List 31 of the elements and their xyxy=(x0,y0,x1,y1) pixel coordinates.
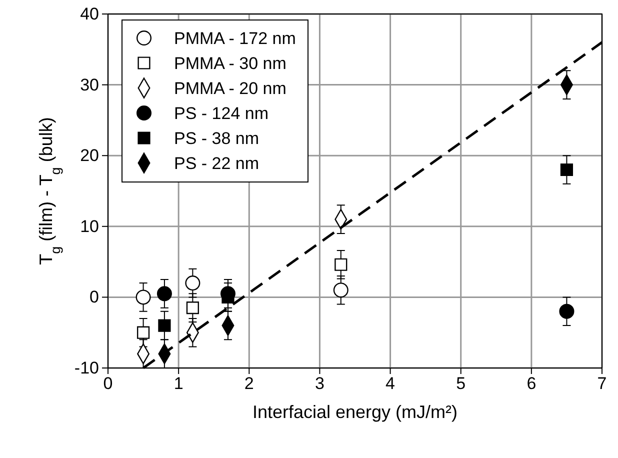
y-tick-label: 0 xyxy=(90,288,99,307)
x-axis-title: Interfacial energy (mJ/m²) xyxy=(252,402,458,422)
point xyxy=(185,276,200,291)
point xyxy=(186,302,199,314)
y-tick-label: 40 xyxy=(80,4,99,24)
x-tick-label: 3 xyxy=(314,374,324,394)
point xyxy=(158,319,171,332)
point xyxy=(333,282,348,298)
point xyxy=(136,290,151,305)
legend-label: PMMA - 30 nm xyxy=(174,54,286,73)
y-tick-label: 30 xyxy=(80,75,99,94)
x-tick-label: 0 xyxy=(103,374,113,394)
point xyxy=(559,304,574,319)
x-tick-label: 2 xyxy=(244,374,254,394)
x-tick-label: 1 xyxy=(174,374,184,394)
x-tick-label: 5 xyxy=(456,374,466,394)
y-tick-label: 10 xyxy=(80,216,99,236)
x-tick-label: 6 xyxy=(526,374,536,394)
y-tick-label: -10 xyxy=(74,358,99,378)
x-tick-label: 4 xyxy=(386,374,396,394)
point xyxy=(156,286,172,302)
point xyxy=(136,326,150,339)
x-tick-label: 7 xyxy=(597,374,607,394)
legend-label: PS - 38 nm xyxy=(174,129,260,148)
point xyxy=(334,258,348,271)
legend-label: PMMA - 20 nm xyxy=(174,79,286,98)
point xyxy=(560,163,574,176)
y-tick-label: 20 xyxy=(80,146,99,166)
legend-label: PMMA - 172 nm xyxy=(174,29,296,48)
legend-label: PS - 124 nm xyxy=(174,104,268,123)
legend-label: PS - 22 nm xyxy=(174,154,260,173)
